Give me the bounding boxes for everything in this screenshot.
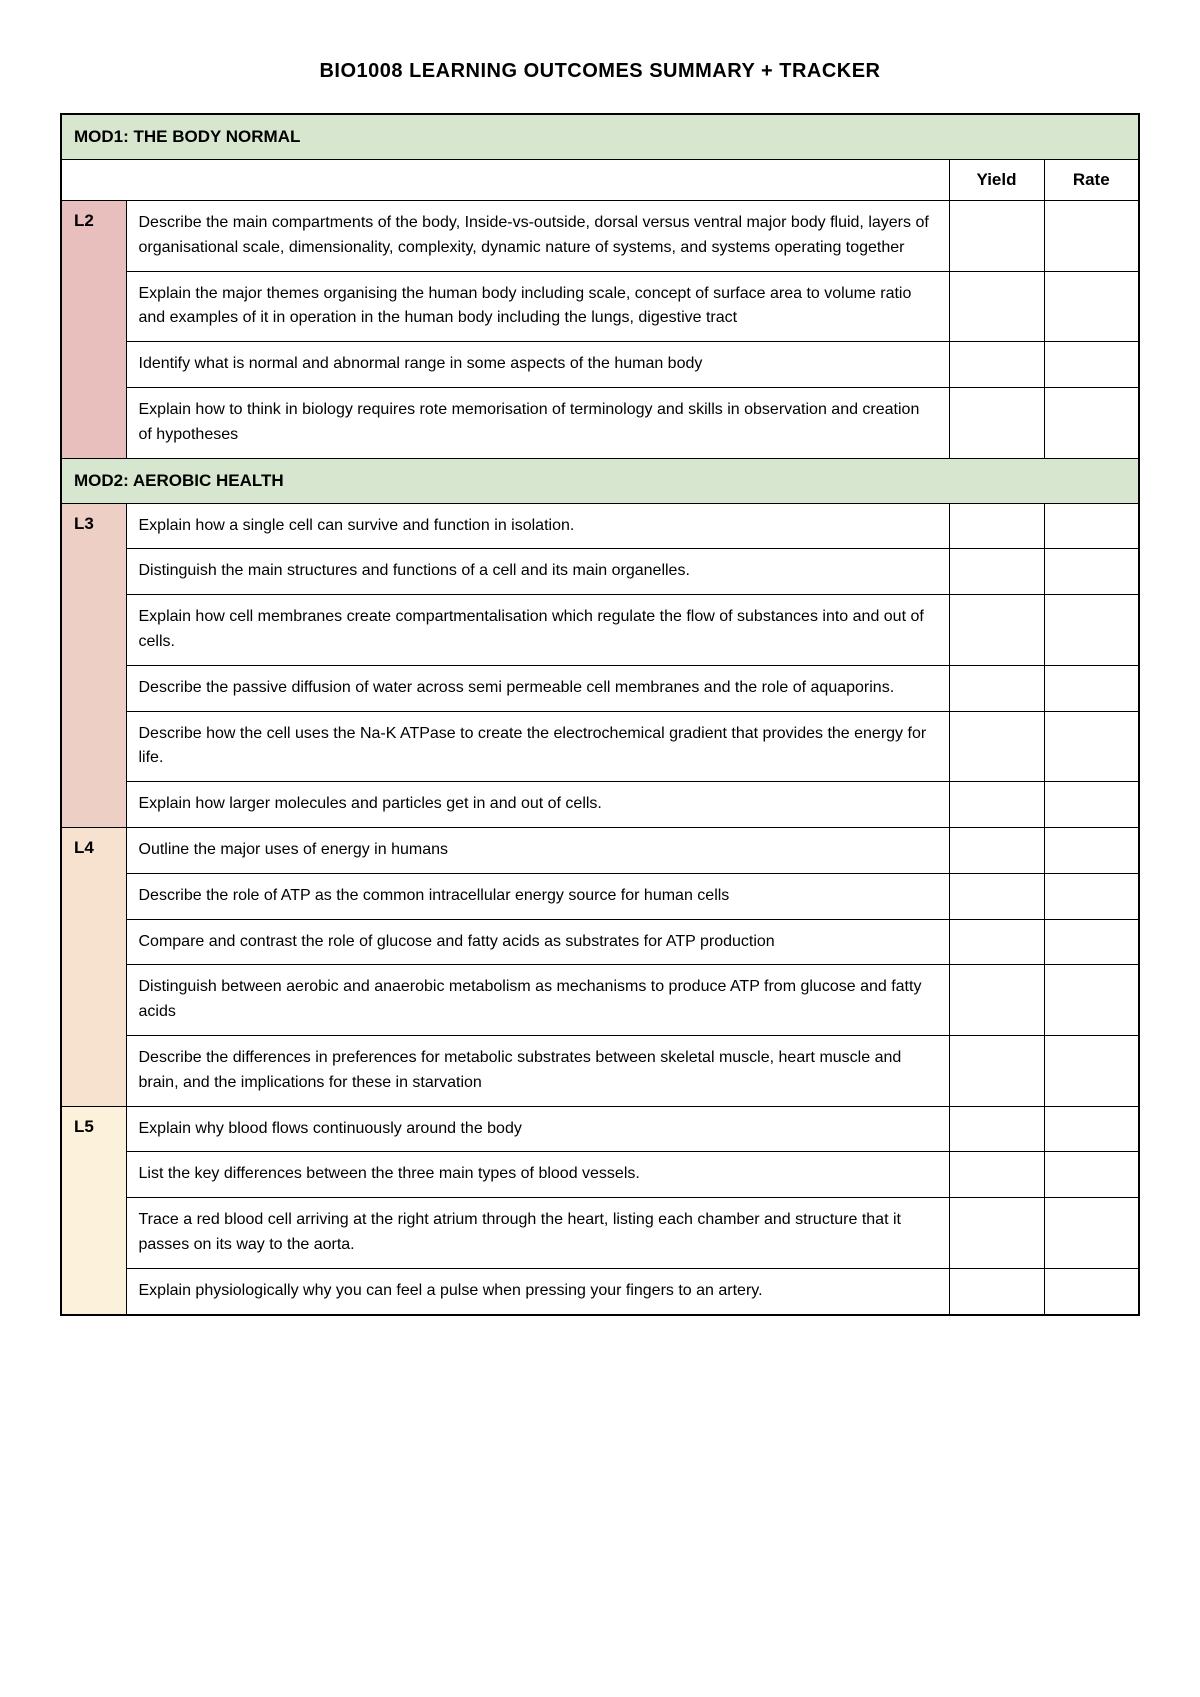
yield-cell[interactable] [949,201,1044,272]
yield-cell[interactable] [949,965,1044,1036]
rate-cell[interactable] [1044,1106,1139,1152]
outcome-cell: Explain how to think in biology requires… [126,387,949,458]
outcome-cell: Explain the major themes organising the … [126,271,949,342]
rate-cell[interactable] [1044,711,1139,782]
rate-cell[interactable] [1044,503,1139,549]
yield-cell[interactable] [949,271,1044,342]
yield-cell[interactable] [949,1198,1044,1269]
yield-cell[interactable] [949,387,1044,458]
yield-cell[interactable] [949,1106,1044,1152]
outcome-cell: Explain how a single cell can survive an… [126,503,949,549]
yield-cell[interactable] [949,711,1044,782]
rate-cell[interactable] [1044,919,1139,965]
lecture-label: L5 [61,1106,126,1314]
rate-cell[interactable] [1044,387,1139,458]
outcome-cell: Outline the major uses of energy in huma… [126,827,949,873]
rate-cell[interactable] [1044,665,1139,711]
rate-cell[interactable] [1044,873,1139,919]
yield-cell[interactable] [949,342,1044,388]
outcome-cell: Trace a red blood cell arriving at the r… [126,1198,949,1269]
outcome-cell: Describe the differences in preferences … [126,1035,949,1106]
blank-header-cell [61,160,949,201]
rate-cell[interactable] [1044,271,1139,342]
yield-cell[interactable] [949,595,1044,666]
rate-cell[interactable] [1044,549,1139,595]
yield-cell[interactable] [949,827,1044,873]
rate-cell[interactable] [1044,201,1139,272]
rate-cell[interactable] [1044,1152,1139,1198]
outcome-cell: Describe the passive diffusion of water … [126,665,949,711]
outcome-cell: Describe the main compartments of the bo… [126,201,949,272]
page-title: BIO1008 LEARNING OUTCOMES SUMMARY + TRAC… [60,60,1140,83]
outcome-cell: Compare and contrast the role of glucose… [126,919,949,965]
yield-cell[interactable] [949,1035,1044,1106]
outcome-cell: Describe the role of ATP as the common i… [126,873,949,919]
outcome-cell: Explain physiologically why you can feel… [126,1268,949,1314]
outcome-cell: Distinguish the main structures and func… [126,549,949,595]
yield-cell[interactable] [949,873,1044,919]
outcome-cell: List the key differences between the thr… [126,1152,949,1198]
outcomes-table: MOD1: THE BODY NORMALYieldRateL2Describe… [60,113,1140,1316]
yield-cell[interactable] [949,782,1044,828]
lecture-label: L4 [61,827,126,1106]
rate-cell[interactable] [1044,1035,1139,1106]
outcome-cell: Explain how larger molecules and particl… [126,782,949,828]
yield-column-header: Yield [949,160,1044,201]
outcome-cell: Identify what is normal and abnormal ran… [126,342,949,388]
yield-cell[interactable] [949,1152,1044,1198]
rate-cell[interactable] [1044,1198,1139,1269]
rate-cell[interactable] [1044,965,1139,1036]
rate-cell[interactable] [1044,1268,1139,1314]
lecture-label: L3 [61,503,126,827]
rate-cell[interactable] [1044,595,1139,666]
lecture-label: L2 [61,201,126,459]
outcome-cell: Describe how the cell uses the Na-K ATPa… [126,711,949,782]
yield-cell[interactable] [949,503,1044,549]
rate-cell[interactable] [1044,342,1139,388]
rate-cell[interactable] [1044,827,1139,873]
outcome-cell: Distinguish between aerobic and anaerobi… [126,965,949,1036]
outcome-cell: Explain why blood flows continuously aro… [126,1106,949,1152]
outcome-cell: Explain how cell membranes create compar… [126,595,949,666]
yield-cell[interactable] [949,665,1044,711]
module-header: MOD1: THE BODY NORMAL [61,114,1139,160]
yield-cell[interactable] [949,549,1044,595]
yield-cell[interactable] [949,919,1044,965]
rate-column-header: Rate [1044,160,1139,201]
module-header: MOD2: AEROBIC HEALTH [61,458,1139,503]
rate-cell[interactable] [1044,782,1139,828]
yield-cell[interactable] [949,1268,1044,1314]
